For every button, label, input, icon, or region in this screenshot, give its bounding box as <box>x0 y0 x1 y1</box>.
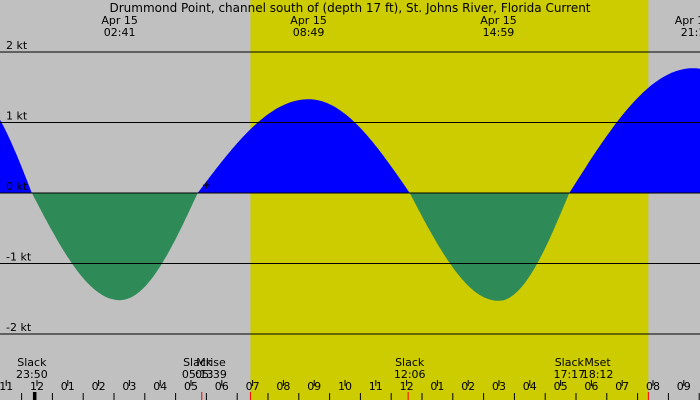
ebb-area <box>31 193 198 301</box>
y-tick-label: 0 kt <box>6 180 28 193</box>
hour-tick-label: 06 <box>584 380 598 393</box>
event-label: Slack <box>183 356 213 369</box>
peak-date-label: Apr 15 <box>675 14 700 27</box>
flood-area <box>569 68 700 193</box>
hour-tick-label: 08 <box>646 380 660 393</box>
peak-time-label: 21:1 <box>681 26 700 39</box>
event-label: Slack <box>555 356 585 369</box>
hour-tick-label: 05 <box>184 380 198 393</box>
peak-date-label: Apr 15 <box>290 14 327 27</box>
y-tick-label: -1 kt <box>6 251 32 264</box>
y-axis-labels: 2 kt 1 kt 0 kt -1 kt -2 kt <box>6 39 32 334</box>
hour-tick-label: 01 <box>61 380 75 393</box>
hour-tick-label: 03 <box>492 380 506 393</box>
hour-tick-label: 11 <box>369 380 383 393</box>
hour-tick-label: 12 <box>400 380 414 393</box>
event-label: Slack <box>17 356 47 369</box>
current-areas <box>0 51 700 335</box>
hour-tick-label: 06 <box>215 380 229 393</box>
hour-tick-label: 10 <box>338 380 352 393</box>
hour-tick-label: 03 <box>122 380 136 393</box>
peak-date-label: Apr 15 <box>480 14 517 27</box>
hour-tick-label: 04 <box>153 380 167 393</box>
y-tick-label: -2 kt <box>6 321 32 334</box>
now-marker: + <box>202 179 211 192</box>
hour-tick-label: 07 <box>615 380 629 393</box>
flood-area <box>197 99 410 193</box>
event-label: Mset <box>584 356 611 369</box>
hour-tick-label: 02 <box>92 380 106 393</box>
slack-and-astro-labels: Slack23:50Slack05:13Slack12:06Slack17:17… <box>16 356 613 381</box>
hour-tick-label: 11 <box>0 380 13 393</box>
peak-date-label: Apr 15 <box>101 14 138 27</box>
ebb-area <box>409 193 570 301</box>
hour-tick-label: 02 <box>461 380 475 393</box>
hour-axis: 11 12 01 02 03 04 05 06 07 08 09 10 11 12 01 02 03 04 05 06… <box>0 380 700 400</box>
hour-tick-label: 05 <box>554 380 568 393</box>
y-tick-label: 1 kt <box>6 110 28 123</box>
hour-tick-label: 01 <box>430 380 444 393</box>
hour-tick-label: 07 <box>246 380 260 393</box>
peak-time-label: 02:41 <box>104 26 136 39</box>
event-time-label: 05:39 <box>195 368 227 381</box>
current-time-marker: + <box>202 179 211 192</box>
event-label: Mrise <box>196 356 226 369</box>
event-time-label: 23:50 <box>16 368 48 381</box>
y-tick-label: 2 kt <box>6 39 28 52</box>
hour-tick-label: 12 <box>30 380 44 393</box>
hour-tick-label: 08 <box>276 380 290 393</box>
hour-tick-label: 04 <box>523 380 537 393</box>
event-label: Slack <box>395 356 425 369</box>
event-time-label: 18:12 <box>582 368 614 381</box>
event-time-label: 12:06 <box>394 368 426 381</box>
chart-title: Drummond Point, channel south of (depth … <box>109 1 590 15</box>
hour-tick-label: 09 <box>307 380 321 393</box>
peak-time-label: 14:59 <box>483 26 515 39</box>
hour-tick-label: 09 <box>677 380 691 393</box>
event-time-label: 05:13 <box>182 368 214 381</box>
flood-area <box>0 119 32 193</box>
event-time-label: 17:17 <box>553 368 585 381</box>
peak-time-label: 08:49 <box>293 26 325 39</box>
